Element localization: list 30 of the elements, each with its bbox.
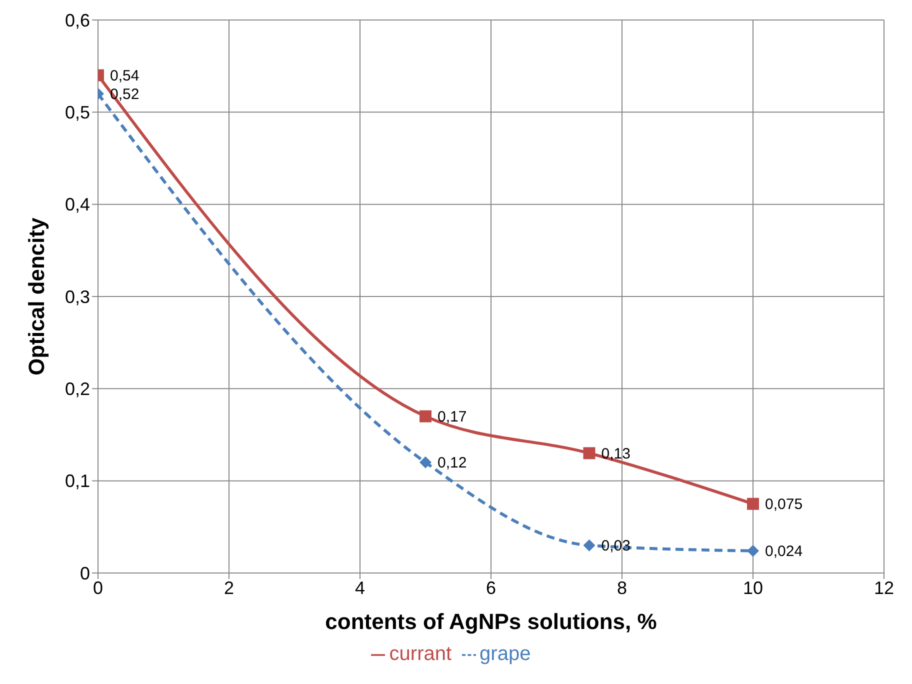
x-tick-label: 2: [224, 578, 234, 598]
x-tick-label: 6: [486, 578, 496, 598]
x-axis-title: contents of AgNPs solutions, %: [325, 609, 657, 634]
data-label: 0,17: [438, 408, 467, 426]
legend-label: currant: [389, 643, 452, 665]
x-tick-label: 0: [92, 578, 104, 598]
point: [583, 539, 596, 552]
y-tick-label: 0,5: [64, 102, 90, 123]
x-tick-label: 12: [874, 578, 894, 598]
y-tick-label: 0,2: [64, 379, 90, 400]
y-axis-title: Optical dencity: [24, 216, 49, 376]
x-tick-label: 10: [742, 578, 764, 598]
point: [747, 498, 759, 510]
y-tick-label: 0,1: [64, 471, 90, 492]
data-label: 0,024: [765, 543, 803, 560]
point: [420, 410, 432, 422]
y-tick-label: 0: [80, 563, 90, 584]
data-label: 0,12: [438, 454, 467, 472]
point: [583, 447, 596, 460]
y-tick-label: 0,6: [64, 10, 90, 30]
data-label: 0,13: [601, 446, 630, 463]
legend-label: grape: [480, 643, 531, 665]
data-label: 0,54: [110, 68, 140, 85]
point: [747, 544, 759, 557]
data-label: 0,075: [765, 496, 803, 514]
x-tick-label: 4: [354, 578, 366, 598]
y-tick-label: 0,4: [64, 194, 90, 215]
y-tick-label: 0,3: [64, 286, 90, 307]
x-tick-label: 8: [616, 578, 628, 598]
point: [420, 456, 432, 468]
